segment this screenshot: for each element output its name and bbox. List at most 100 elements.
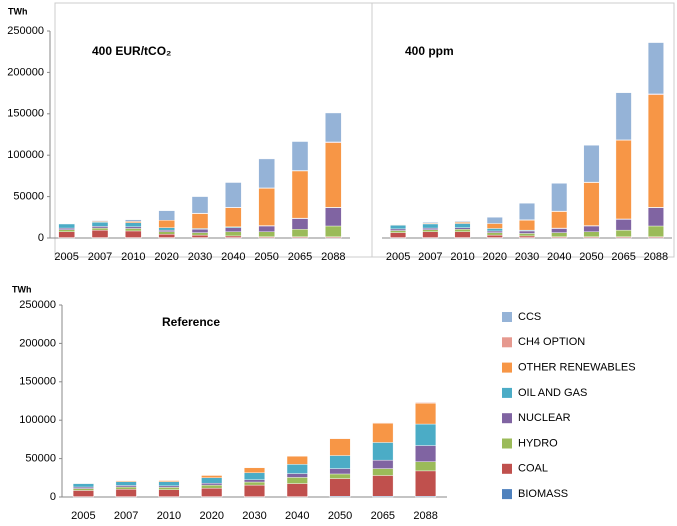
- bar-segment: [486, 223, 503, 229]
- bar-segment: [225, 207, 242, 228]
- bar-segment: [158, 487, 180, 490]
- bar-segment: [454, 221, 471, 223]
- bar-segment: [390, 228, 407, 231]
- bar-segment: [286, 464, 308, 474]
- legend-label: COAL: [518, 463, 548, 475]
- bar-segment: [115, 486, 137, 490]
- x-tick-label: 2040: [221, 251, 245, 263]
- bar-segment: [519, 230, 535, 234]
- bar-segment: [225, 227, 242, 232]
- bar-segment: [158, 234, 175, 238]
- bar-segment: [72, 490, 94, 497]
- bar-segment: [486, 234, 503, 238]
- bar-segment: [454, 227, 471, 230]
- bar-segment: [615, 140, 632, 220]
- bar-segment: [422, 227, 439, 230]
- bar-segment: [158, 489, 180, 497]
- x-tick-label: 2010: [121, 251, 145, 263]
- bar-segment: [72, 486, 94, 489]
- y-tick-label: 150000: [7, 108, 44, 120]
- bar-segment: [325, 142, 342, 208]
- bar-segment: [72, 483, 94, 488]
- bar-segment: [244, 467, 265, 474]
- bar-segment: [454, 231, 471, 238]
- bar-segment: [244, 479, 265, 483]
- legend-label: OTHER RENEWABLES: [518, 362, 636, 374]
- bar-segment: [191, 196, 209, 214]
- x-tick-label: 2030: [515, 251, 539, 263]
- bar-segment: [329, 468, 351, 475]
- bar-segment: [158, 481, 180, 487]
- bar-segment: [115, 485, 137, 488]
- bar-segment: [72, 488, 94, 491]
- bar-segment: [58, 231, 75, 238]
- bar-segment: [390, 230, 407, 233]
- bar-segment: [58, 227, 75, 230]
- panel-frame: [371, 2, 675, 258]
- legend-swatch: [502, 438, 512, 449]
- y-tick-label: 250000: [19, 299, 56, 311]
- bar-segment: [244, 481, 265, 486]
- x-tick-label: 2005: [54, 251, 78, 263]
- y-tick-label: 0: [38, 232, 44, 244]
- x-tick-label: 2088: [321, 251, 345, 263]
- bar-segment: [258, 225, 275, 232]
- bar-segment: [291, 229, 309, 237]
- bar-segment: [615, 219, 632, 231]
- bar-segment: [519, 235, 535, 238]
- bar-segment: [415, 403, 437, 425]
- bar-segment: [583, 231, 600, 237]
- bar-segment: [286, 473, 308, 478]
- bar-segment: [372, 468, 394, 476]
- x-tick-label: 2050: [254, 251, 278, 263]
- bar-segment: [158, 227, 175, 231]
- bar-segment: [454, 223, 471, 228]
- legend-swatch: [502, 387, 512, 398]
- x-tick-label: 2065: [371, 510, 395, 522]
- bar-segment: [647, 94, 664, 208]
- bar-segment: [225, 231, 242, 237]
- bar-segment: [158, 485, 180, 488]
- bar-segment: [647, 225, 664, 237]
- bar-segment: [486, 228, 503, 232]
- x-tick-label: 2010: [157, 510, 181, 522]
- bar-segment: [415, 402, 437, 404]
- x-tick-label: 2088: [644, 251, 668, 263]
- x-tick-label: 2007: [418, 251, 442, 263]
- x-tick-label: 2040: [547, 251, 571, 263]
- bar-segment: [201, 487, 223, 497]
- bar-segment: [422, 222, 439, 224]
- y-axis-label: TWh: [8, 6, 28, 16]
- x-tick-label: 2007: [88, 251, 112, 263]
- bar-segment: [422, 231, 439, 238]
- bar-segment: [454, 229, 471, 232]
- bar-segment: [551, 228, 568, 233]
- y-tick-label: 50000: [25, 453, 56, 465]
- bar-segment: [329, 478, 351, 497]
- y-tick-label: 250000: [7, 25, 44, 37]
- x-tick-label: 2050: [328, 510, 352, 522]
- y-tick-label: 200000: [19, 337, 56, 349]
- bar-segment: [519, 203, 535, 220]
- x-tick-label: 2030: [242, 510, 266, 522]
- legend-swatch: [502, 312, 512, 322]
- bar-segment: [390, 224, 407, 230]
- x-tick-label: 2065: [611, 251, 635, 263]
- x-tick-label: 2030: [188, 251, 212, 263]
- bar-segment: [372, 423, 394, 443]
- bar-segment: [158, 219, 175, 228]
- bar-segment: [191, 234, 209, 238]
- bar-segment: [91, 220, 109, 222]
- bar-segment: [286, 483, 308, 497]
- legend-swatch: [502, 463, 512, 474]
- y-tick-label: 100000: [19, 414, 56, 426]
- x-tick-label: 2020: [483, 251, 507, 263]
- y-tick-label: 50000: [13, 191, 44, 203]
- bar-segment: [201, 484, 223, 489]
- bar-segment: [372, 442, 394, 461]
- bar-segment: [519, 233, 535, 237]
- y-tick-label: 0: [50, 491, 56, 503]
- bar-segment: [91, 229, 109, 238]
- bar-segment: [225, 235, 242, 238]
- legend-label: HYDRO: [518, 437, 558, 449]
